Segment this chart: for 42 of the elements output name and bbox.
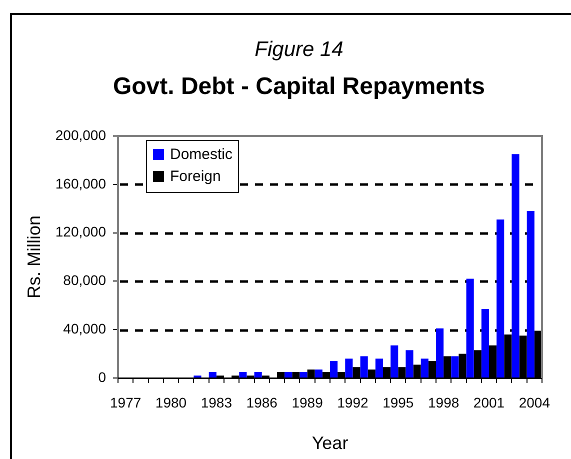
bar <box>526 211 534 378</box>
bar <box>300 372 308 378</box>
chart-subtitle: Figure 14 <box>254 38 344 62</box>
bar <box>284 372 292 378</box>
bar <box>254 372 262 378</box>
bar <box>239 372 247 378</box>
x-tick-label: 1977 <box>110 394 142 410</box>
y-tick-label: 200,000 <box>55 126 106 143</box>
y-tick-label: 160,000 <box>55 175 106 192</box>
y-tick-label: 0 <box>98 368 106 385</box>
y-tick-label: 80,000 <box>63 272 106 288</box>
bar <box>314 370 322 378</box>
legend-label: Foreign <box>170 168 221 184</box>
bar <box>208 372 216 378</box>
x-tick-label: 2001 <box>473 394 505 410</box>
x-tick-label: 1992 <box>337 394 368 410</box>
bar <box>436 328 444 378</box>
x-tick-label: 1986 <box>246 394 278 410</box>
bar <box>360 356 368 378</box>
bar <box>481 309 489 378</box>
x-tick-label: 1989 <box>292 394 324 410</box>
y-axis-title: Rs. Million <box>24 215 44 299</box>
legend-label: Domestic <box>170 146 233 162</box>
bar <box>420 358 428 378</box>
x-axis-title: Year <box>312 433 348 454</box>
y-tick-label: 120,000 <box>55 224 106 240</box>
bar <box>451 356 459 378</box>
bar <box>345 358 353 378</box>
chart-title: Govt. Debt - Capital Repayments <box>112 73 486 101</box>
bar <box>466 278 474 378</box>
bar <box>512 154 520 378</box>
x-tick-label: 1980 <box>155 394 187 410</box>
bar <box>375 358 383 378</box>
x-tick-label: 1998 <box>428 394 460 410</box>
x-tick-label: 1983 <box>200 394 232 410</box>
bar <box>406 350 414 378</box>
bar <box>496 219 504 378</box>
bar <box>390 345 398 378</box>
y-tick-label: 40,000 <box>63 320 106 336</box>
x-tick-label: 1995 <box>382 394 414 410</box>
x-tick-label: 2004 <box>518 394 550 410</box>
bar <box>330 361 338 378</box>
